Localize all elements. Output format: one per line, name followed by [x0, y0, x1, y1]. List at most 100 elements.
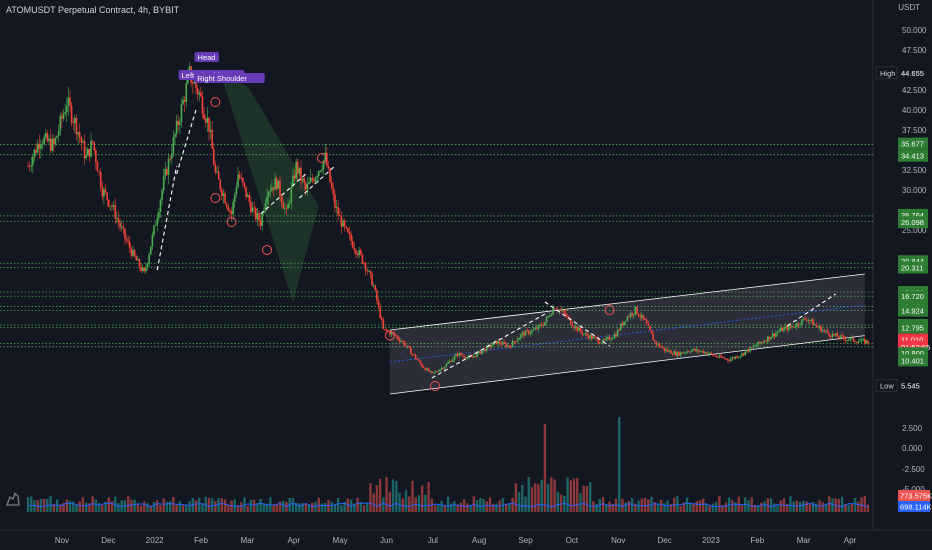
volume-bar	[488, 497, 492, 512]
candle-body	[734, 356, 737, 359]
candle-body	[679, 352, 682, 356]
volume-bar	[443, 505, 446, 512]
candle-body	[219, 179, 222, 190]
candle-body	[421, 363, 423, 367]
volume-bar	[734, 502, 737, 512]
volume-bar	[550, 477, 553, 512]
candle-body	[77, 132, 79, 135]
candle-body	[833, 333, 835, 336]
candle-body	[450, 361, 453, 362]
volume-bar	[543, 424, 547, 512]
candle-body	[86, 148, 89, 156]
candle-body	[529, 332, 532, 334]
candle-body	[206, 117, 209, 123]
candle-body	[749, 347, 751, 352]
volume-bar	[844, 504, 847, 512]
candle-body	[526, 330, 528, 332]
volume-axis-marker: 698.114K	[898, 501, 932, 512]
candle-body	[376, 290, 378, 301]
candle-body	[647, 323, 650, 327]
volume-bar	[566, 477, 569, 512]
candle-body	[353, 247, 356, 250]
candle-body	[815, 324, 818, 327]
candle-body	[158, 211, 160, 219]
price-axis-marker: 34.413	[898, 149, 928, 162]
candle-body	[96, 162, 99, 172]
time-tick-label: Jun	[380, 536, 393, 545]
candle-body	[80, 137, 83, 143]
volume-bar	[695, 501, 698, 512]
candle-body	[836, 333, 839, 337]
pattern-annotation: Head	[194, 52, 219, 62]
candle-body	[141, 267, 144, 272]
volume-bar	[779, 500, 782, 512]
candle-body	[582, 334, 585, 335]
marker-value: 34.413	[901, 152, 924, 161]
candle-body	[258, 213, 260, 222]
volume-bar	[68, 500, 72, 512]
candle-body	[305, 183, 307, 190]
volume-bar	[766, 498, 770, 512]
candle-body	[256, 213, 259, 220]
candle-body	[728, 360, 730, 362]
candle-body	[464, 357, 467, 359]
candle-body	[41, 144, 44, 145]
volume-bar	[194, 500, 198, 512]
candle-body	[503, 341, 506, 344]
volume-bar	[614, 498, 618, 512]
volume-bar	[572, 478, 576, 512]
candle-body	[414, 354, 417, 359]
volume-bar	[492, 504, 495, 512]
candle-body	[649, 326, 651, 331]
volume-tick-label: 0.000	[902, 444, 923, 453]
candle-body	[43, 137, 45, 145]
volume-bar	[375, 485, 379, 512]
candle-body	[702, 350, 705, 354]
candle-body	[389, 331, 391, 335]
candle-body	[193, 81, 196, 84]
volume-bar	[88, 503, 91, 512]
volume-bar	[259, 498, 262, 512]
candle-body	[358, 250, 360, 256]
candle-body	[608, 336, 611, 340]
candle-body	[674, 351, 677, 356]
candle-body	[676, 352, 679, 356]
candle-body	[623, 321, 625, 326]
volume-bar	[698, 500, 702, 512]
volume-bar	[756, 505, 760, 512]
candle-body	[455, 353, 457, 357]
volume-tick-label: 2.500	[902, 424, 923, 433]
time-tick-label: Mar	[797, 536, 811, 545]
candle-body	[838, 336, 840, 339]
candle-body	[327, 165, 330, 169]
candle-body	[620, 323, 622, 331]
candle-body	[267, 192, 270, 197]
price-tick-label: 47.500	[902, 46, 927, 55]
marker-value: 5.545	[901, 382, 920, 391]
candle-body	[621, 323, 624, 326]
candle-body	[280, 196, 283, 203]
volume-bar	[204, 496, 207, 512]
candle-body	[243, 182, 246, 187]
candle-body	[813, 324, 816, 326]
candle-body	[164, 168, 167, 177]
candle-body	[156, 218, 159, 226]
candle-body	[282, 202, 285, 209]
candle-body	[313, 179, 315, 182]
candle-body	[306, 183, 309, 190]
volume-bar	[214, 500, 217, 512]
candle-body	[303, 178, 306, 184]
volume-bar	[324, 502, 327, 512]
volume-bar	[307, 504, 311, 512]
marker-value: 44.655	[901, 69, 924, 78]
volume-bar	[479, 497, 482, 512]
volume-bar	[223, 499, 227, 512]
candle-body	[502, 341, 504, 345]
candle-body	[687, 351, 690, 353]
candle-body	[863, 338, 866, 344]
volume-bar	[740, 505, 744, 512]
candle-body	[573, 326, 575, 329]
candle-body	[435, 371, 438, 373]
volume-bar	[446, 496, 450, 512]
